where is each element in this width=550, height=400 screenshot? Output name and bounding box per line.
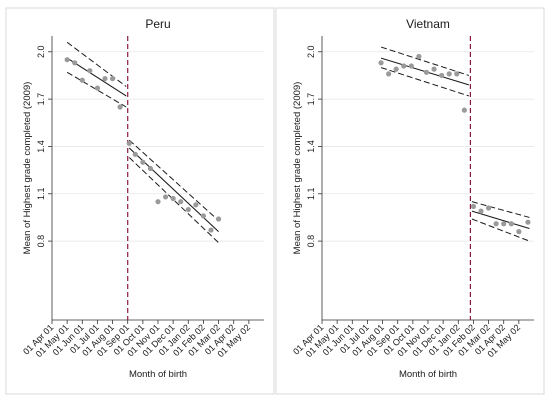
- scatter-point: [525, 219, 531, 225]
- y-tick-label: 2.0: [306, 46, 316, 59]
- y-tick-label: 1.4: [36, 140, 46, 153]
- fitted-line: [471, 210, 530, 230]
- scatter-point: [215, 216, 222, 222]
- scatter-point: [378, 60, 384, 66]
- y-axis-title: Mean of Highest grade completed (2009): [292, 82, 303, 255]
- scatter-point: [72, 60, 78, 66]
- scatter-point: [79, 77, 85, 83]
- scatter-point: [64, 57, 70, 63]
- ci-upper-line: [471, 201, 530, 218]
- scatter-point: [200, 213, 207, 219]
- y-tick-label: 1.7: [306, 93, 316, 106]
- ci-upper-line: [380, 46, 470, 76]
- plot-area: [52, 36, 264, 320]
- scatter-point: [102, 76, 108, 82]
- x-axis-title: Month of birth: [129, 369, 187, 380]
- ci-lower-line: [128, 157, 219, 244]
- y-tick-label: 1.4: [306, 140, 316, 153]
- scatter-point: [386, 71, 392, 77]
- scatter-point: [193, 202, 199, 208]
- scatter-point: [439, 72, 445, 79]
- scatter-point: [170, 195, 176, 202]
- scatter-point: [126, 140, 132, 146]
- scatter-point: [446, 71, 452, 77]
- ci-lower-line: [66, 71, 127, 108]
- scatter-point: [393, 66, 399, 72]
- scatter-point: [431, 66, 437, 72]
- y-axis-title: Mean of Highest grade completed (2009): [22, 82, 33, 255]
- scatter-point: [470, 203, 477, 209]
- scatter-point: [423, 69, 430, 75]
- scatter-point: [208, 227, 214, 233]
- fitted-line: [66, 57, 127, 97]
- y-tick-label: 0.8: [306, 235, 316, 248]
- plot-area: [322, 36, 534, 320]
- scatter-point: [416, 53, 422, 60]
- scatter-point: [501, 221, 507, 227]
- y-tick-label: 2.0: [36, 46, 46, 59]
- scatter-point: [461, 107, 467, 113]
- scatter-point: [109, 76, 116, 82]
- scatter-point: [132, 151, 138, 157]
- scatter-point: [401, 63, 407, 69]
- scatter-point: [408, 63, 414, 69]
- chart-title: Vietnam: [406, 17, 450, 31]
- scatter-point: [162, 194, 169, 200]
- scatter-point: [178, 199, 184, 205]
- x-axis-title: Month of birth: [399, 369, 457, 380]
- scatter-point: [516, 229, 522, 235]
- ci-upper-line: [128, 139, 219, 221]
- chart-title: Peru: [145, 17, 170, 31]
- y-tick-label: 1.1: [36, 188, 46, 201]
- scatter-point: [478, 208, 484, 214]
- y-tick-label: 0.8: [36, 235, 46, 248]
- scatter-point: [140, 159, 146, 165]
- scatter-point: [94, 85, 101, 91]
- scatter-point: [117, 104, 123, 110]
- ci-lower-line: [471, 218, 530, 242]
- y-tick-label: 1.7: [36, 93, 46, 106]
- scatter-point: [185, 206, 191, 213]
- scatter-point: [147, 165, 154, 172]
- scatter-point: [485, 205, 492, 211]
- y-tick-label: 1.1: [306, 188, 316, 201]
- scatter-point: [454, 71, 460, 77]
- scatter-point: [87, 68, 93, 74]
- scatter-point: [508, 221, 514, 227]
- scatter-point: [155, 199, 161, 205]
- ci-upper-line: [66, 41, 127, 87]
- scatter-point: [493, 221, 499, 227]
- ci-lower-line: [380, 67, 470, 97]
